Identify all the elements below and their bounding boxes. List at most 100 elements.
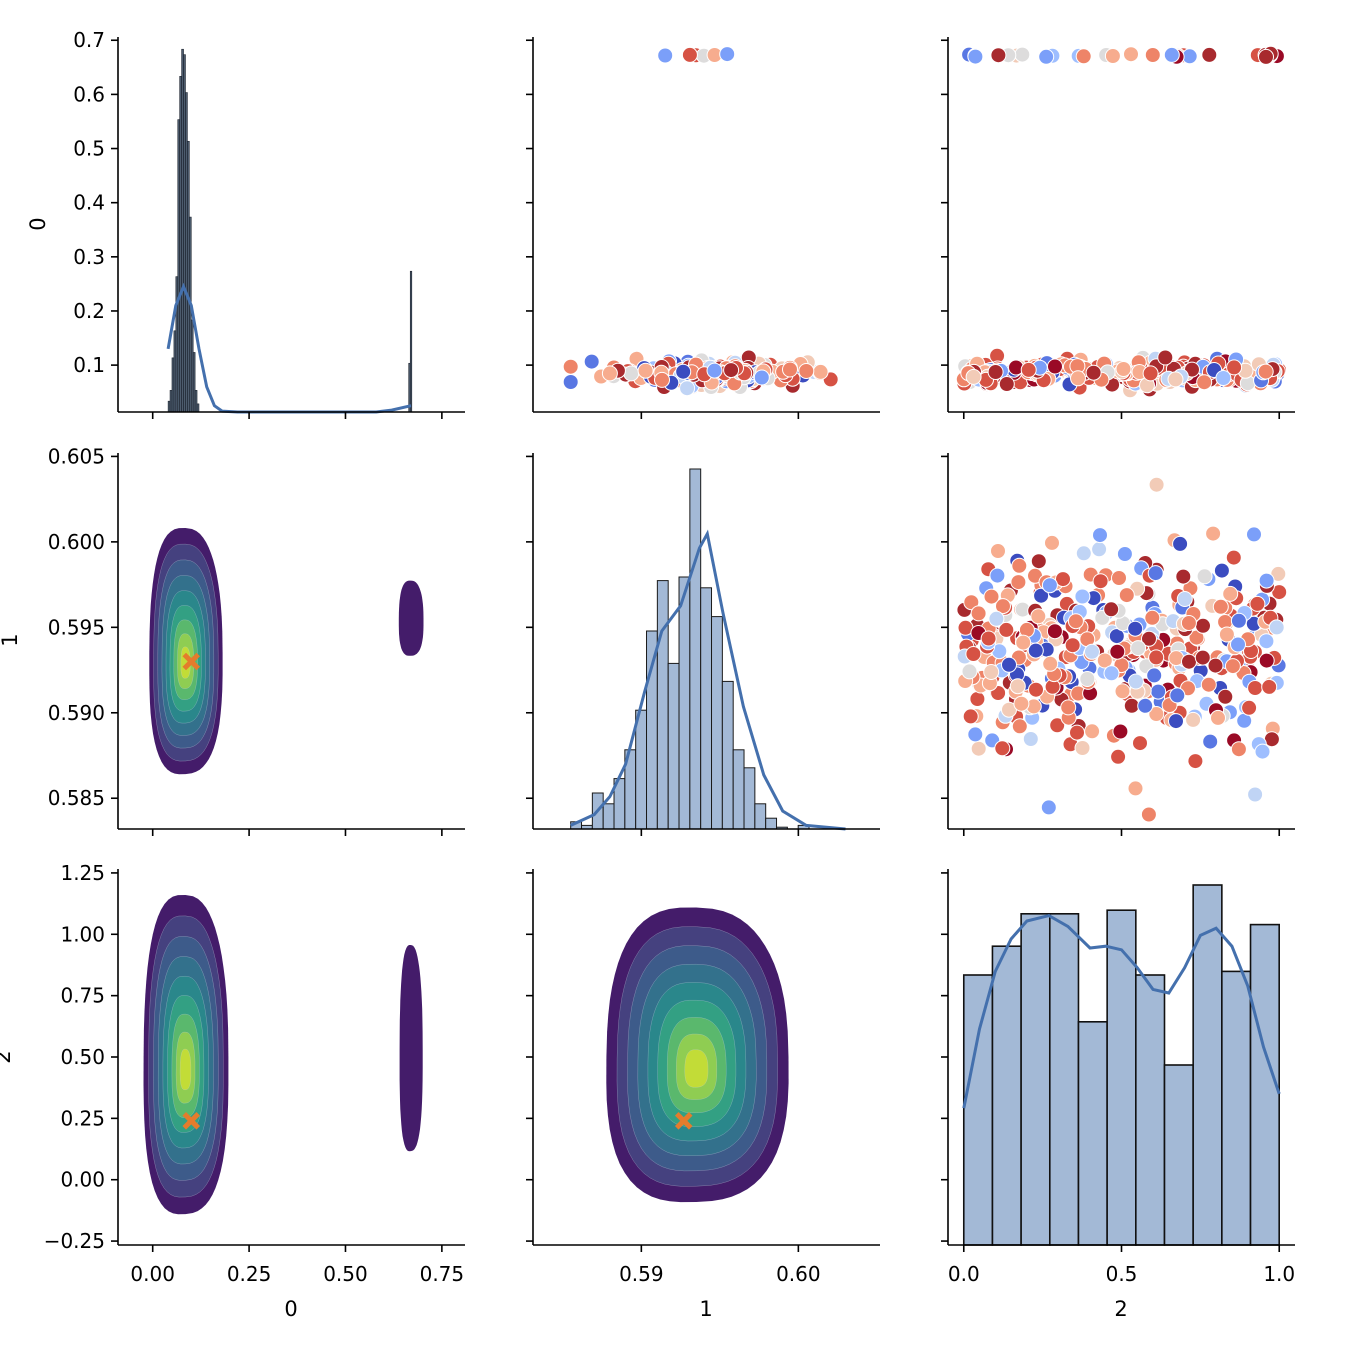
scatter_1_0-point (782, 361, 798, 378)
y-tick-label: 1.25 (60, 861, 105, 885)
scatter-2-1-point (1015, 634, 1032, 651)
scatter-2-1-point (1118, 587, 1135, 604)
scatter-2-1-point (1033, 587, 1050, 604)
x-tick-label: 0.50 (323, 1262, 368, 1286)
y-axis-label-0: 0 (26, 217, 50, 230)
scatter-2-1-point (988, 610, 1005, 627)
scatter-2-1-point (1030, 608, 1047, 625)
scatter-2-1-point (1218, 626, 1235, 643)
scatter-2-1-point (1148, 706, 1165, 722)
kde_0_2-marker (182, 1112, 201, 1130)
scatter-2-1-point (1109, 643, 1126, 660)
scatter-2-1-point (1147, 565, 1164, 582)
scatter_2_0-point (1014, 46, 1031, 63)
y-tick-label: 0.50 (60, 1045, 105, 1069)
scatter-2-1-point (1146, 667, 1163, 684)
scatter-2-1-point (1110, 748, 1127, 765)
y-tick-label: 0.4 (73, 191, 105, 215)
hist-2-bar (1077, 1020, 1108, 1246)
scatter_1_0-point (583, 353, 600, 370)
hist-0-bar (196, 403, 200, 413)
axes-r1-c1 (526, 453, 880, 836)
scatter-2-1-point (1009, 678, 1026, 695)
scatter_1_0-point (601, 365, 618, 382)
hist-1-bar (635, 709, 648, 830)
scatter_1_0-point (753, 369, 770, 386)
scatter_1_0-point (675, 363, 692, 380)
scatter-2-1-point (1046, 623, 1063, 640)
scatter-2-1-point (1258, 652, 1275, 669)
scatter-2-1-point (1222, 585, 1239, 602)
y-tick-label: 0.595 (48, 615, 105, 639)
scatter_1_0-point (723, 362, 740, 379)
scatter-2-1-point (1207, 657, 1224, 674)
hist-1-bar (711, 616, 723, 830)
scatter-2-1-point (980, 630, 997, 647)
scatter-2-1-point (1127, 620, 1144, 637)
scatter-2-1-point (1168, 713, 1184, 730)
x-tick-label: 0.5 (1106, 1262, 1138, 1286)
scatter-2-1-point (1175, 568, 1192, 585)
hist-2-bar (962, 974, 994, 1246)
scatter_2_0-point (1257, 363, 1274, 380)
scatter-2-1-point (1103, 601, 1120, 618)
axes-layer: 0.1 0.2 0.3 0.4 0.5 0.6 0.7 0.585 0.590 0.595 0.60… (44, 28, 1295, 1286)
scatter-2-1-point (1249, 595, 1266, 612)
scatter-2-1-point (1055, 571, 1071, 588)
scatter-2-1-point (1247, 786, 1264, 803)
scatter_2_0-point (1104, 48, 1121, 64)
scatter-2-1-point (1079, 671, 1096, 687)
hist-1-bar (667, 662, 680, 830)
y-axis-label-2: 2 (0, 1050, 15, 1063)
scatter-2-1-point (1205, 525, 1222, 542)
scatter-2-1-point (990, 543, 1006, 559)
hist-1-bar (678, 576, 691, 830)
y-tick-label: 0.5 (73, 137, 105, 161)
scatter-2-1-point (1091, 541, 1108, 558)
scatter_1_0-point (657, 47, 674, 64)
scatter-2-1-point (1261, 678, 1278, 695)
axes-r2-c1: 0.59 0.60 (526, 869, 880, 1286)
scatter-2-1-point (969, 691, 986, 707)
scatter_1_0-point (562, 358, 579, 375)
scatter-2-1-point (963, 594, 980, 611)
scatter-2-1-point (1169, 687, 1186, 704)
scatter_2_0-point (1215, 370, 1232, 386)
scatter-2-1-point (1011, 557, 1028, 574)
scatter-2-1-point (1148, 476, 1165, 493)
scatter-2-1-point (1103, 665, 1120, 682)
scatter-2-1-point (1210, 709, 1226, 726)
scatter-2-1-point (1010, 574, 1027, 591)
scatter-2-1-point (1246, 526, 1262, 543)
scatter-2-1-point (998, 621, 1015, 638)
scatter-2-1-point (1127, 780, 1144, 797)
hist-1-bar (743, 767, 756, 830)
x-axis-label-0: 0 (284, 1297, 297, 1321)
hist-0-bar (409, 270, 413, 413)
y-tick-label: 0.1 (73, 353, 105, 377)
x-tick-label: 0.60 (776, 1262, 821, 1286)
scatter_1_0-point (654, 371, 670, 388)
y-tick-label: 0.600 (48, 530, 105, 554)
scatter-2-1-point (1042, 655, 1059, 672)
scatter_2_0-point (1038, 48, 1055, 65)
scatter-2-1-point (1230, 636, 1246, 653)
hist-2-bar (991, 945, 1022, 1246)
scatter_2_0-point (1123, 46, 1139, 63)
scatter-2-1-point (1137, 697, 1154, 714)
scatter-2-1-point (1041, 577, 1058, 594)
scatter_1_0-point (562, 374, 579, 390)
scatter-2-1-point (1116, 546, 1133, 562)
scatter_2_0-point (1163, 46, 1180, 63)
scatter-2-1-point (995, 598, 1011, 615)
scatter-2-1-point (962, 708, 979, 725)
hist-1-bar (732, 749, 745, 830)
scatter-2-1-point (1195, 617, 1211, 634)
hist-1-bar (602, 803, 615, 830)
scatter-2-1-point (1213, 562, 1230, 579)
axes-r2-c0: −0.25 0.00 0.25 0.50 0.75 1.00 1.25 0.00 0.25 0.5… (44, 861, 465, 1286)
scatter-2-1-point (1247, 680, 1264, 696)
scatter-2-1-point (1194, 649, 1211, 666)
x-marker-icon (182, 652, 201, 671)
scatter_2_0-point (1070, 370, 1086, 387)
